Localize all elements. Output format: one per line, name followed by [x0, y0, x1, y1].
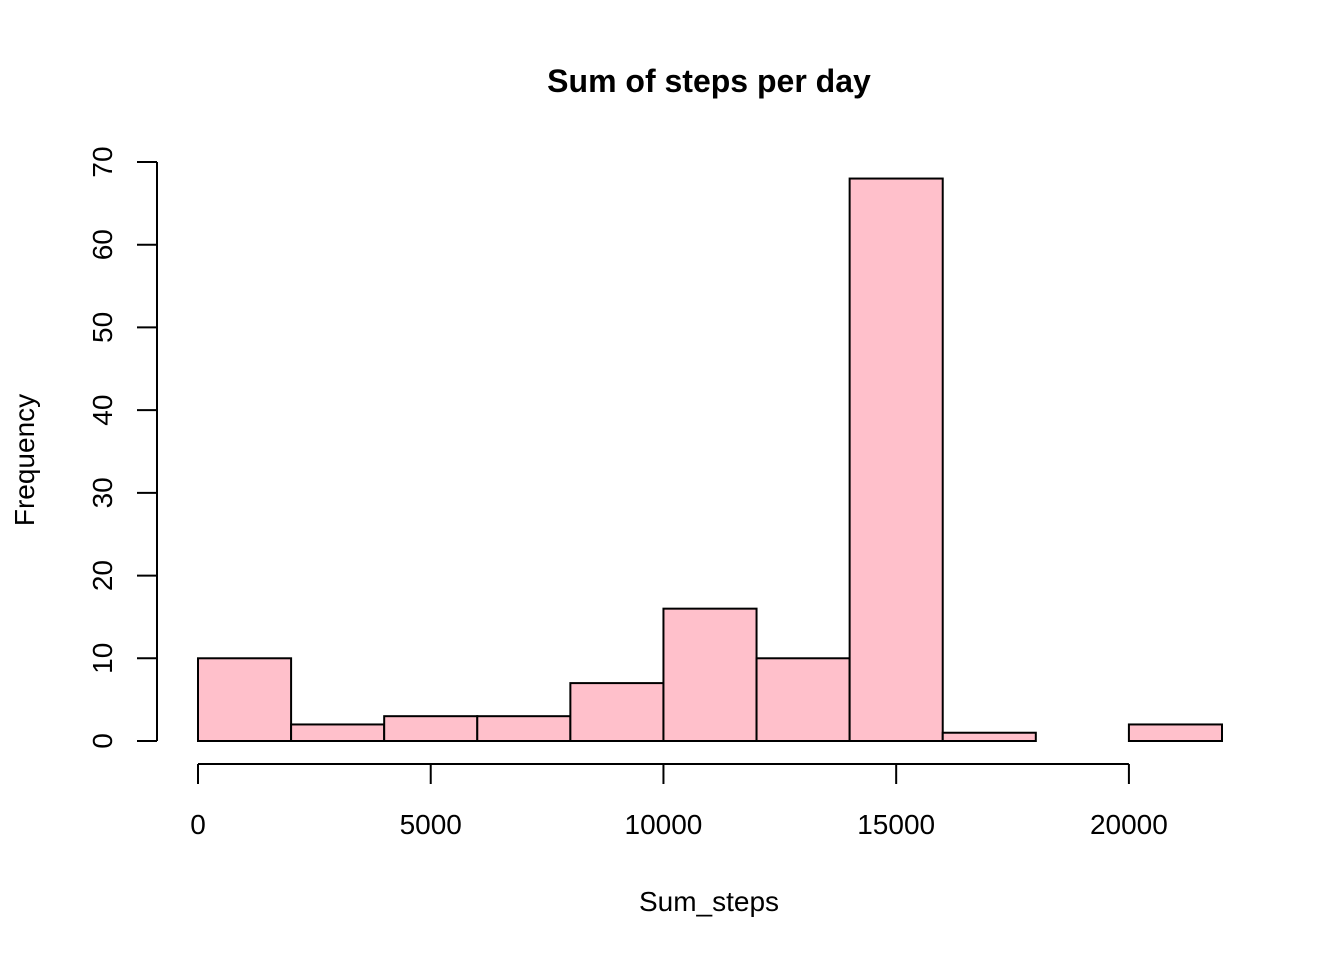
histogram-bar-1 — [290, 723, 386, 743]
x-tick-label-4: 20000 — [1090, 809, 1168, 840]
y-tick-label-6: 60 — [87, 229, 118, 260]
bars-group — [197, 177, 1223, 743]
y-tick-label-7: 70 — [87, 146, 118, 177]
y-tick-label-5: 50 — [87, 312, 118, 343]
x-tick-label-1: 5000 — [400, 809, 462, 840]
histogram-bar-2 — [383, 715, 479, 743]
y-tick-label-3: 30 — [87, 477, 118, 508]
x-tick-label-2: 10000 — [625, 809, 703, 840]
y-axis: 0 10 20 30 40 50 60 70 — [87, 146, 158, 749]
histogram-bar-0 — [197, 657, 293, 742]
x-tick-label-0: 0 — [190, 809, 206, 840]
chart-title: Sum of steps per day — [547, 63, 871, 99]
histogram-bar-8 — [941, 731, 1037, 743]
histogram-bar-5 — [662, 607, 758, 743]
y-tick-label-2: 20 — [87, 560, 118, 591]
x-tick-label-3: 15000 — [857, 809, 935, 840]
histogram-bar-10 — [1127, 723, 1223, 743]
histogram-bar-3 — [476, 715, 572, 743]
histogram-bar-7 — [848, 177, 944, 743]
histogram-bar-4 — [569, 682, 665, 742]
x-axis-label: Sum_steps — [639, 886, 779, 917]
y-tick-label-0: 0 — [87, 733, 118, 749]
y-axis-label: Frequency — [9, 394, 40, 526]
histogram-bar-6 — [755, 657, 851, 742]
x-axis: 0 5000 10000 15000 20000 — [190, 763, 1168, 840]
y-tick-label-4: 40 — [87, 395, 118, 426]
y-tick-label-1: 10 — [87, 643, 118, 674]
